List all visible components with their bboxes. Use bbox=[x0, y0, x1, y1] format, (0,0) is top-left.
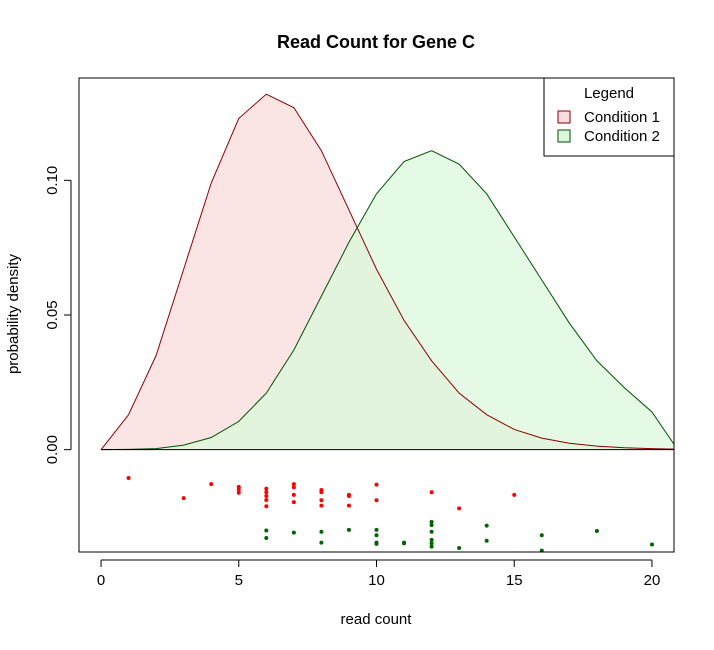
rug-point-condition-1 bbox=[264, 490, 269, 495]
y-axis: 0.00 0.05 0.10 bbox=[44, 166, 72, 464]
rug-point-condition-1 bbox=[319, 498, 324, 503]
rug-point-condition-1 bbox=[374, 482, 379, 487]
rug-point-condition-1 bbox=[209, 482, 214, 487]
x-axis: 0 5 10 15 20 bbox=[97, 559, 661, 589]
rug-point-condition-1 bbox=[291, 500, 296, 505]
legend-swatch-condition-1 bbox=[557, 110, 571, 124]
rug-point-condition-2 bbox=[649, 542, 654, 547]
rug-point-condition-2 bbox=[539, 548, 544, 552]
x-tick-label: 0 bbox=[97, 572, 105, 589]
rug-point-condition-2 bbox=[457, 545, 462, 550]
rug-point-condition-1 bbox=[319, 503, 324, 508]
rug-point-condition-2 bbox=[319, 529, 324, 534]
y-axis-label: probability density bbox=[5, 253, 22, 374]
rug-point-condition-2 bbox=[429, 523, 434, 528]
rug-point-condition-2 bbox=[374, 527, 379, 532]
density-areas bbox=[100, 93, 674, 451]
rug-point-condition-2 bbox=[429, 537, 434, 542]
rug-point-condition-1 bbox=[126, 475, 131, 480]
rug-point-condition-1 bbox=[457, 506, 462, 511]
rug-point-condition-2 bbox=[429, 529, 434, 534]
y-tick-label: 0.10 bbox=[44, 166, 61, 195]
rug-point-condition-1 bbox=[346, 493, 351, 498]
rug-point-condition-2 bbox=[484, 523, 489, 528]
rug-point-condition-2 bbox=[402, 541, 407, 546]
rug-point-condition-1 bbox=[429, 490, 434, 495]
rug-point-condition-2 bbox=[484, 538, 489, 543]
rug-point-condition-2 bbox=[346, 527, 351, 532]
density-area-condition-2 bbox=[101, 150, 674, 450]
legend: Legend Condition 1 Condition 2 bbox=[543, 77, 675, 157]
rug-point-condition-1 bbox=[264, 493, 269, 498]
legend-title: Legend bbox=[584, 85, 634, 102]
rug-point-condition-1 bbox=[264, 486, 269, 491]
density-area-condition-1 bbox=[101, 94, 674, 450]
rug-point-condition-1 bbox=[236, 490, 241, 495]
density-line-condition-2 bbox=[101, 150, 674, 451]
rug-point-condition-2 bbox=[594, 528, 599, 533]
rug-point-condition-2 bbox=[264, 528, 269, 533]
rug-point-condition-2 bbox=[429, 541, 434, 546]
legend-label-condition-2: Condition 2 bbox=[584, 128, 660, 145]
legend-swatch-condition-2 bbox=[557, 129, 571, 143]
rug-point-condition-1 bbox=[291, 482, 296, 487]
rug-point-condition-1 bbox=[291, 485, 296, 490]
rug-point-condition-2 bbox=[374, 533, 379, 538]
density-line-condition-1 bbox=[100, 93, 674, 450]
rug-point-condition-1 bbox=[236, 487, 241, 492]
rug-point-condition-2 bbox=[264, 535, 269, 540]
rug-point-condition-1 bbox=[264, 504, 269, 509]
rug-point-condition-1 bbox=[374, 498, 379, 503]
y-tick-label: 0.00 bbox=[44, 435, 61, 464]
rug-point-condition-1 bbox=[319, 490, 324, 495]
rug-point-condition-2 bbox=[291, 530, 296, 535]
chart-title: Read Count for Gene C bbox=[277, 32, 475, 52]
x-tick-label: 20 bbox=[644, 572, 661, 589]
x-tick-label: 5 bbox=[235, 572, 243, 589]
rug-point-condition-1 bbox=[512, 492, 517, 497]
rug-point-condition-2 bbox=[429, 519, 434, 524]
rug-point-condition-1 bbox=[291, 492, 296, 497]
plot-frame bbox=[78, 77, 675, 553]
rug-point-condition-2 bbox=[374, 541, 379, 546]
rug-point-condition-2 bbox=[319, 540, 324, 545]
x-tick-label: 15 bbox=[506, 572, 523, 589]
rug-point-condition-2 bbox=[539, 533, 544, 538]
rug-points bbox=[126, 475, 654, 552]
rug-point-condition-1 bbox=[264, 498, 269, 503]
rug-point-condition-2 bbox=[429, 544, 434, 549]
x-axis-label: read count bbox=[341, 611, 413, 628]
rug-point-condition-1 bbox=[346, 503, 351, 508]
x-tick-label: 10 bbox=[368, 572, 385, 589]
legend-label-condition-1: Condition 1 bbox=[584, 109, 660, 126]
y-tick-label: 0.05 bbox=[44, 300, 61, 329]
rug-point-condition-1 bbox=[181, 496, 186, 501]
